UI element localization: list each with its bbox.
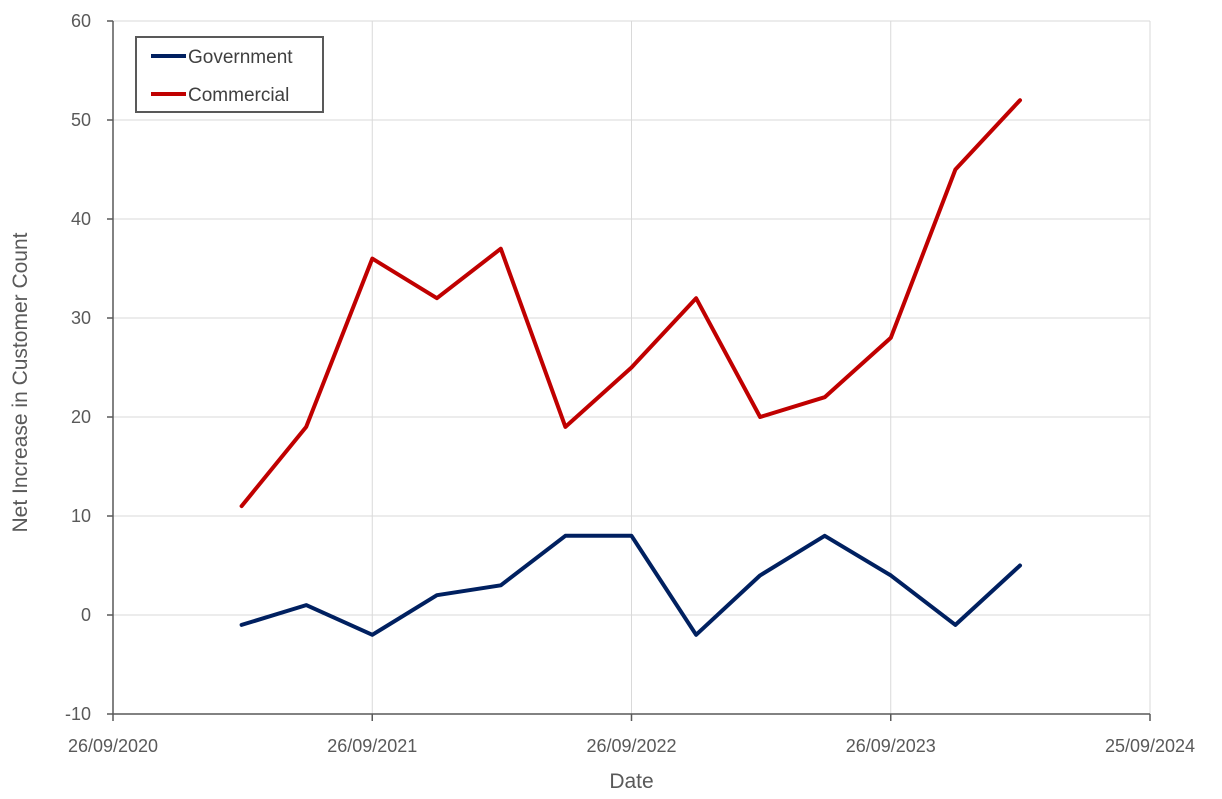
series-layer bbox=[239, 98, 1022, 637]
series-line-government bbox=[239, 533, 1022, 637]
y-tick-label: 20 bbox=[71, 407, 91, 427]
x-tick-label: 26/09/2023 bbox=[846, 736, 936, 756]
legend-label-government: Government bbox=[188, 47, 293, 68]
x-axis-title: Date bbox=[609, 770, 653, 793]
x-tick-label: 25/09/2024 bbox=[1105, 736, 1195, 756]
y-axis-title: Net Increase in Customer Count bbox=[9, 232, 32, 532]
y-axis-ticks: -10 0 10 20 30 40 50 60 bbox=[65, 11, 113, 724]
x-axis-ticks: 26/09/2020 26/09/2021 26/09/2022 26/09/2023… bbox=[68, 714, 1195, 756]
y-tick-label: 50 bbox=[71, 110, 91, 130]
gridlines bbox=[112, 20, 1151, 715]
y-tick-label: 40 bbox=[71, 209, 91, 229]
x-tick-label: 26/09/2020 bbox=[68, 736, 158, 756]
y-tick-label: 10 bbox=[71, 506, 91, 526]
y-tick-label: 0 bbox=[81, 605, 91, 625]
x-tick-label: 26/09/2021 bbox=[327, 736, 417, 756]
y-tick-label: 30 bbox=[71, 308, 91, 328]
y-tick-label: 60 bbox=[71, 11, 91, 31]
series-line-commercial bbox=[239, 98, 1022, 509]
legend-box bbox=[135, 36, 324, 113]
y-tick-label: -10 bbox=[65, 704, 91, 724]
legend-label-commercial: Commercial bbox=[188, 85, 289, 106]
x-tick-label: 26/09/2022 bbox=[586, 736, 676, 756]
legend: Government Commercial bbox=[135, 36, 324, 113]
